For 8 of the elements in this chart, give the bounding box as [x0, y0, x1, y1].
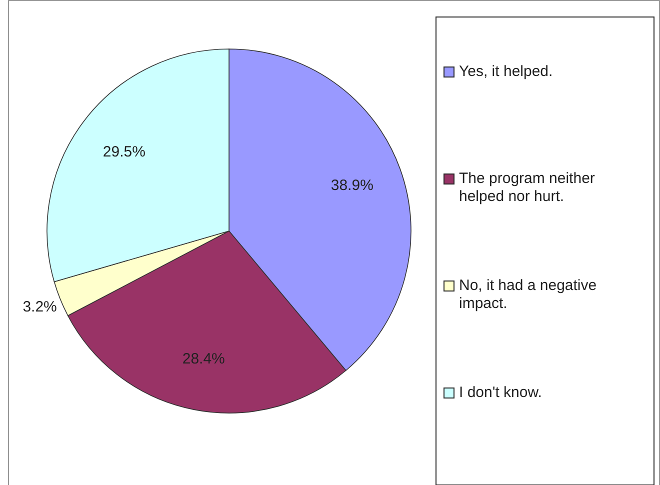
- data-label: 38.9%: [330, 177, 374, 194]
- data-label: 3.2%: [22, 298, 57, 316]
- legend-label: I don't know.: [459, 384, 542, 401]
- legend-label: Yes, it helped.: [459, 62, 553, 80]
- data-label: 29.5%: [102, 143, 146, 160]
- legend-label: The program neither helped nor hurt.: [459, 170, 595, 205]
- legend-label: No, it had a negative impact.: [459, 276, 597, 312]
- data-label: 28.4%: [182, 350, 225, 368]
